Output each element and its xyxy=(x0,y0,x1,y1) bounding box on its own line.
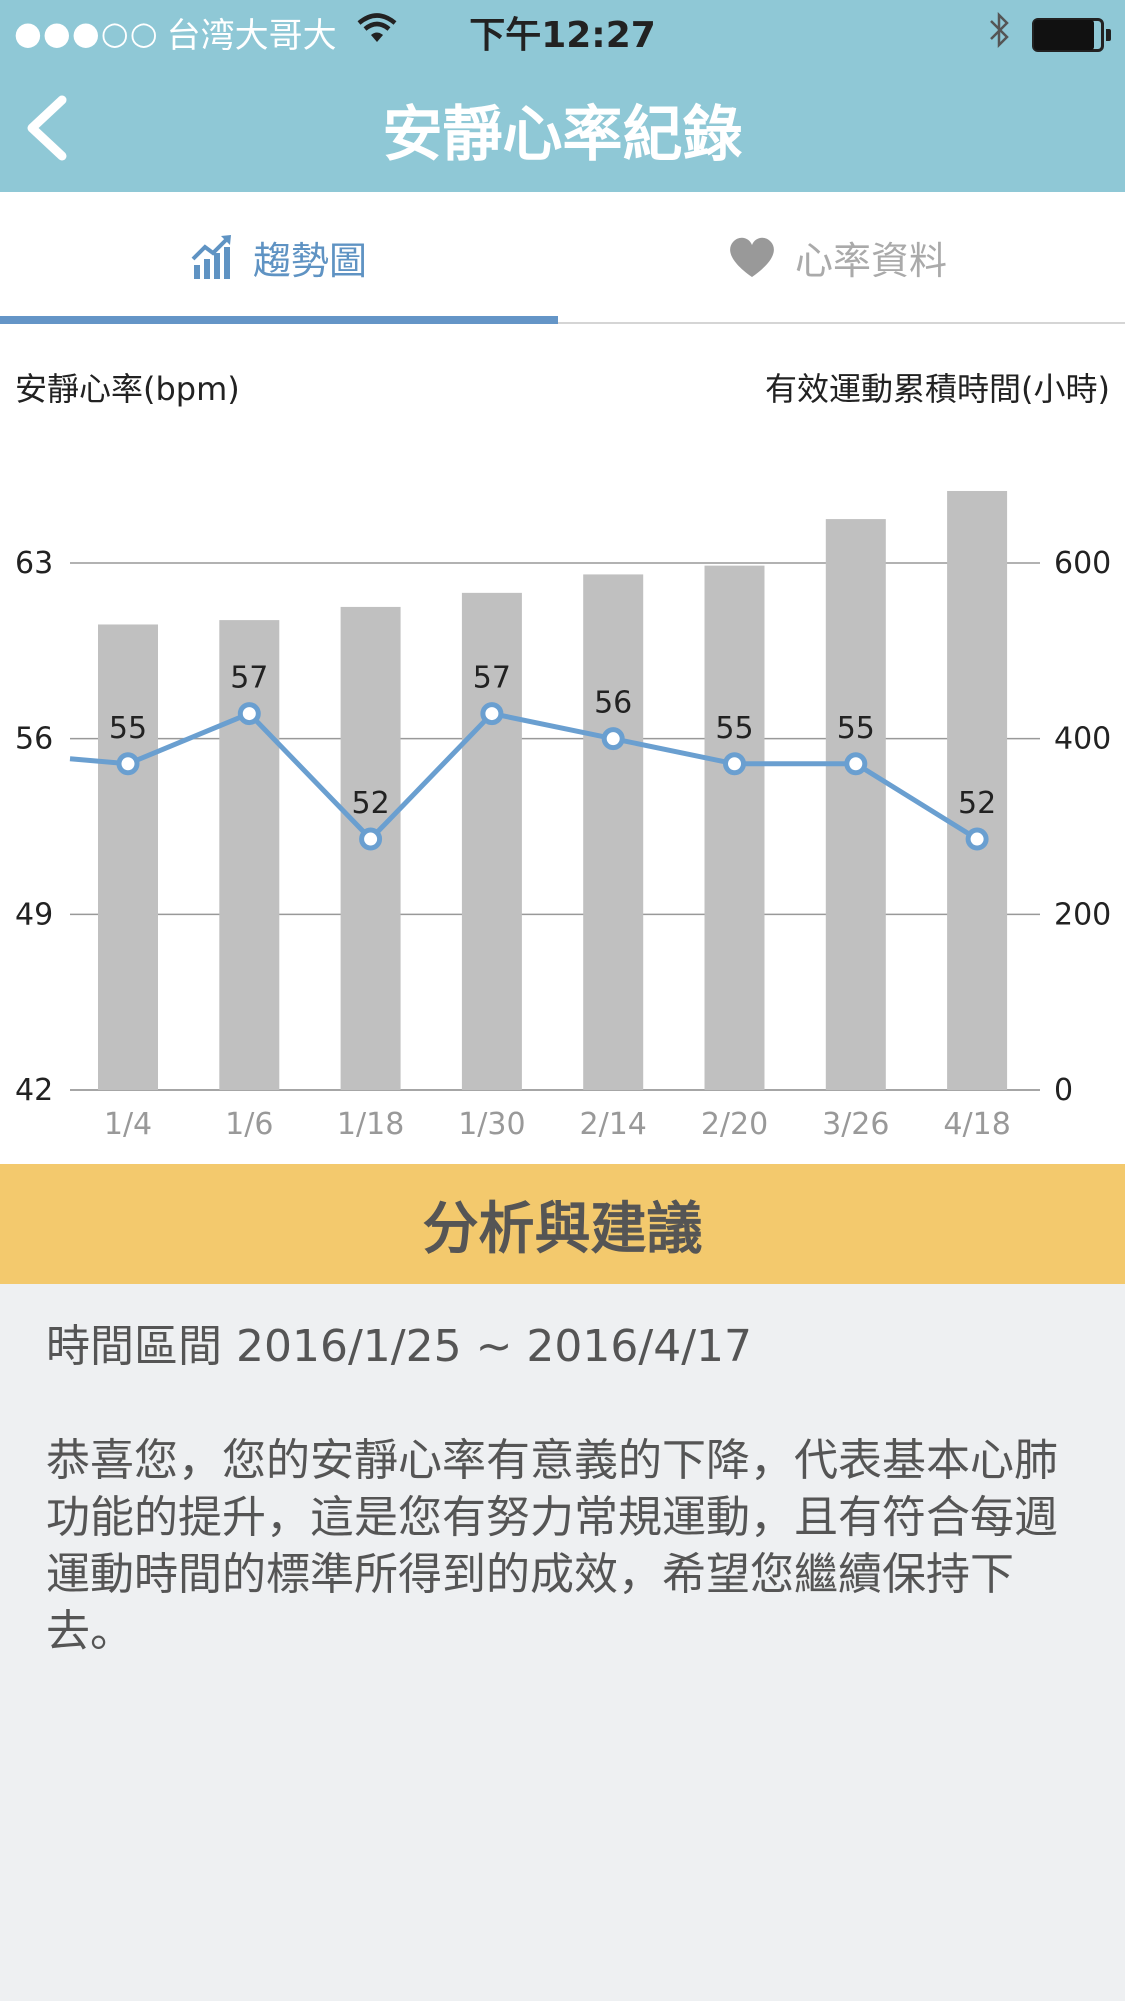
left-tick-label: 42 xyxy=(15,1073,53,1108)
x-tick-label: 2/14 xyxy=(580,1107,647,1142)
status-right xyxy=(988,10,1111,59)
data-point xyxy=(359,827,383,851)
data-label: 56 xyxy=(594,686,632,721)
data-point xyxy=(844,752,868,776)
data-point xyxy=(965,827,989,851)
data-point xyxy=(601,727,625,751)
chevron-left-icon xyxy=(27,95,67,161)
bar xyxy=(583,574,644,1090)
bar xyxy=(461,592,522,1090)
back-button[interactable] xyxy=(20,92,90,172)
data-point xyxy=(723,752,746,776)
battery-nub xyxy=(1106,28,1111,41)
right-tick-label: 400 xyxy=(1054,722,1111,757)
bar xyxy=(98,624,158,1090)
x-tick-label: 1/30 xyxy=(458,1107,525,1142)
data-point xyxy=(116,752,140,776)
right-tick-label: 0 xyxy=(1054,1073,1073,1108)
bar xyxy=(704,565,765,1090)
tab-heart-data[interactable]: 心率資料 xyxy=(558,192,1116,322)
chart-panel: 安靜心率(bpm) 有效運動累積時間(小時) 63 56 49 42 600 400 200… xyxy=(0,324,1125,1164)
bar xyxy=(825,519,886,1090)
bar xyxy=(219,620,280,1090)
signal-strength-icon: ●●●○○ xyxy=(14,13,159,52)
x-tick-label: 2/20 xyxy=(701,1107,768,1142)
right-tick-label: 600 xyxy=(1054,546,1111,581)
tab-heart-label: 心率資料 xyxy=(794,238,947,283)
battery-icon xyxy=(1032,17,1104,52)
x-tick-label: 4/18 xyxy=(943,1107,1010,1142)
trend-chart: 63 56 49 42 600 400 200 0 1/4 1/6 1/18 1/30 2/14 2/20… xyxy=(15,490,1111,1142)
period-text: 時間區間 2016/1/25 ~ 2016/4/17 xyxy=(46,1321,753,1372)
trend-chart-icon xyxy=(191,235,231,279)
status-bar: ●●●○○ 台湾大哥大 下午12:27 xyxy=(0,0,1125,60)
left-tick-label: 56 xyxy=(15,722,53,757)
analysis-body: 時間區間 2016/1/25 ~ 2016/4/17 恭喜您，您的安靜心率有意義… xyxy=(46,1284,1086,1660)
data-label: 55 xyxy=(837,711,875,746)
left-tick-label: 49 xyxy=(15,897,53,932)
x-tick-label: 1/4 xyxy=(104,1107,152,1142)
data-label: 55 xyxy=(715,711,753,746)
nav-header: ●●●○○ 台湾大哥大 下午12:27 安靜心率紀 xyxy=(0,0,1125,192)
data-label: 55 xyxy=(109,711,147,746)
left-axis-title: 安靜心率(bpm) xyxy=(15,370,240,408)
data-point xyxy=(480,702,504,726)
x-tick-label: 1/18 xyxy=(337,1107,404,1142)
left-tick-label: 63 xyxy=(15,546,53,581)
heart-icon xyxy=(730,237,774,277)
status-time: 下午12:27 xyxy=(469,15,656,56)
x-tick-label: 3/26 xyxy=(822,1107,889,1142)
status-left: ●●●○○ 台湾大哥大 xyxy=(14,8,397,57)
tab-trend-label: 趨勢圖 xyxy=(252,238,367,283)
page-title: 安靜心率紀錄 xyxy=(382,100,743,170)
x-tick-label: 1/6 xyxy=(225,1107,273,1142)
right-tick-label: 200 xyxy=(1054,897,1111,932)
active-tab-indicator xyxy=(0,316,558,324)
bar xyxy=(947,490,1008,1090)
wifi-icon xyxy=(357,12,397,53)
bluetooth-icon xyxy=(988,10,1010,59)
data-label: 52 xyxy=(352,786,390,821)
tab-bar: 趨勢圖 心率資料 xyxy=(0,192,1125,324)
data-label: 52 xyxy=(958,786,996,821)
right-axis-title: 有效運動累積時間(小時) xyxy=(765,370,1110,408)
data-point xyxy=(237,702,261,726)
data-label: 57 xyxy=(473,661,511,696)
carrier-name: 台湾大哥大 xyxy=(166,16,337,56)
tab-trend-chart[interactable]: 趨勢圖 xyxy=(0,192,558,322)
data-label: 57 xyxy=(230,661,268,696)
analysis-banner: 分析與建議 xyxy=(0,1164,1125,1284)
advice-text: 恭喜您，您的安靜心率有意義的下降，代表基本心肺功能的提升，這是您有努力常規運動，… xyxy=(46,1435,1058,1657)
